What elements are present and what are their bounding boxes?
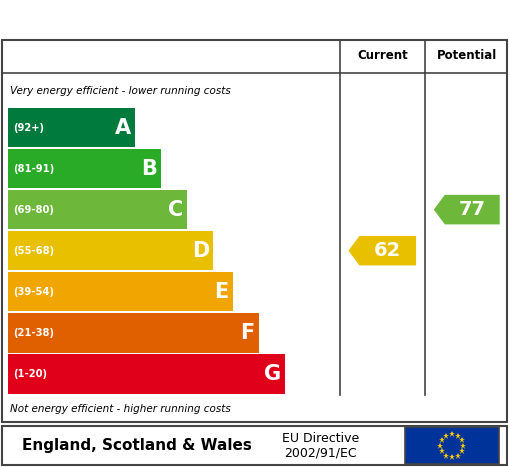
Text: Current: Current	[357, 49, 408, 62]
Polygon shape	[434, 195, 500, 224]
Text: C: C	[167, 199, 183, 219]
Text: 77: 77	[459, 200, 486, 219]
Text: Potential: Potential	[437, 49, 497, 62]
Polygon shape	[8, 190, 187, 229]
Text: 62: 62	[374, 241, 402, 260]
Text: B: B	[141, 159, 157, 178]
Bar	[405, 427, 499, 464]
Polygon shape	[8, 108, 135, 147]
Polygon shape	[8, 313, 259, 353]
Polygon shape	[349, 236, 416, 265]
Text: (21-38): (21-38)	[13, 328, 54, 338]
Polygon shape	[8, 272, 233, 311]
Text: A: A	[115, 118, 131, 137]
Text: Very energy efficient - lower running costs: Very energy efficient - lower running co…	[10, 86, 231, 96]
Text: Energy Efficiency Rating: Energy Efficiency Rating	[101, 9, 408, 29]
Text: (39-54): (39-54)	[13, 287, 54, 297]
Text: G: G	[264, 364, 280, 384]
Text: (81-91): (81-91)	[13, 163, 54, 174]
Text: England, Scotland & Wales: England, Scotland & Wales	[22, 438, 252, 453]
Text: F: F	[240, 323, 254, 343]
Text: EU Directive
2002/91/EC: EU Directive 2002/91/EC	[282, 432, 359, 460]
Text: E: E	[214, 282, 229, 302]
Polygon shape	[8, 149, 161, 188]
Text: (92+): (92+)	[13, 122, 44, 133]
Polygon shape	[8, 354, 285, 394]
Text: (1-20): (1-20)	[13, 369, 47, 379]
Text: (55-68): (55-68)	[13, 246, 54, 255]
Text: Not energy efficient - higher running costs: Not energy efficient - higher running co…	[10, 404, 231, 414]
Text: D: D	[192, 241, 209, 261]
Polygon shape	[8, 231, 213, 270]
Text: (69-80): (69-80)	[13, 205, 54, 215]
